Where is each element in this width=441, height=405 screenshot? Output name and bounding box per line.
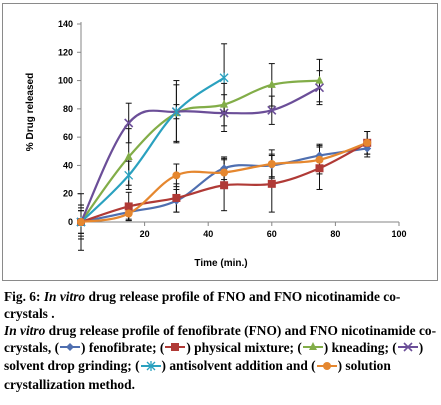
legend-text-kneading: kneading; xyxy=(331,340,389,355)
legend-swatch-antisolvent-addition xyxy=(140,359,162,376)
legend-text-solution-crystallization: solution crystallization method. xyxy=(4,358,391,392)
y-tick-label: 0 xyxy=(68,217,73,227)
x-axis-title: Time (min.) xyxy=(194,258,247,269)
legend-text-physical-mixture: physical mixture; xyxy=(194,340,294,355)
x-stroke xyxy=(403,342,413,352)
data-point-5 xyxy=(172,171,181,180)
data-point-5 xyxy=(124,209,133,218)
data-point-5 xyxy=(267,160,276,169)
data-point-5 xyxy=(315,155,324,164)
axes: 0 20 40 60 80 100 120 140 20 40 60 80 100 xyxy=(58,19,407,239)
x-tick-label: 60 xyxy=(267,229,277,239)
caption-title: Fig. 6: In vitro drug release profile of… xyxy=(4,288,437,322)
y-tick-label: 80 xyxy=(63,104,73,114)
series-markers xyxy=(76,72,372,227)
data-point-1 xyxy=(267,179,276,188)
desc-main: drug release profile of fenofibrate (FNO… xyxy=(4,323,437,355)
legend-text-fenofibrate: fenofibrate; xyxy=(88,340,157,355)
legend-swatch-graphic xyxy=(60,343,81,352)
y-tick-label: 120 xyxy=(58,47,73,57)
data-point-5 xyxy=(363,138,372,147)
y-tick-label: 140 xyxy=(58,19,73,29)
desc-italic: In vitro xyxy=(4,323,46,338)
data-point-3 xyxy=(267,105,277,115)
release-profile-chart: 0 20 40 60 80 100 120 140 20 40 60 80 100 Time (min.… xyxy=(25,19,407,269)
y-tick-label: 40 xyxy=(63,160,73,170)
data-point-1 xyxy=(172,193,181,202)
data-point-2 xyxy=(315,75,324,84)
legend-text-antisolvent-addition: antisolvent addition and xyxy=(169,358,308,374)
x-stroke xyxy=(267,105,277,115)
x-stroke xyxy=(124,118,134,128)
y-tick-label: 20 xyxy=(63,189,73,199)
data-point-2 xyxy=(124,151,133,160)
legend-swatch-graphic xyxy=(302,342,323,351)
legend-swatch-solution-crystallization xyxy=(316,359,338,376)
data-point-5 xyxy=(77,218,85,226)
y-tick-label: 100 xyxy=(58,76,73,86)
y-tick-label: 60 xyxy=(63,132,73,142)
caption-description: In vitro drug release profile of fenofib… xyxy=(4,323,437,392)
data-point-2 xyxy=(220,99,229,108)
fig-title-italic: In vitro xyxy=(43,289,86,304)
legend-swatch-marker xyxy=(403,342,413,352)
data-point-4 xyxy=(124,170,134,181)
fig-label: Fig. 6: xyxy=(4,289,41,304)
legend-swatch-solvent-drop-grinding xyxy=(397,340,419,357)
data-point-4 xyxy=(171,106,181,117)
x-tick-label: 80 xyxy=(330,229,340,239)
x-stroke xyxy=(314,83,325,93)
chart-frame: 0 20 40 60 80 100 120 140 20 40 60 80 100 Time (min.… xyxy=(2,3,438,281)
legend-swatch-marker xyxy=(146,360,156,371)
data-point-5 xyxy=(220,168,229,177)
data-point-4 xyxy=(219,72,229,83)
series-line-4 xyxy=(80,76,225,223)
x-stroke xyxy=(219,108,229,118)
fig-title-rest: drug release profile of FNO and FNO nico… xyxy=(4,289,401,321)
legend-swatch-kneading xyxy=(302,340,324,357)
legend-swatch-graphic xyxy=(165,343,186,352)
legend-text-solvent-drop-grinding: solvent drop grinding; xyxy=(4,358,132,374)
x-tick-label: 100 xyxy=(391,229,406,239)
data-point-1 xyxy=(220,181,229,190)
data-point-2 xyxy=(267,79,276,88)
legend-swatch-graphic xyxy=(316,361,337,370)
legend-swatch-marker xyxy=(322,361,331,370)
data-point-1 xyxy=(315,164,324,173)
x-tick-label: 40 xyxy=(203,229,213,239)
data-point-3 xyxy=(314,83,325,93)
data-point-3 xyxy=(219,108,229,118)
y-axis-title: % Drug released xyxy=(25,73,36,151)
legend-swatch-physical-mixture xyxy=(164,340,186,357)
legend-swatch-marker xyxy=(308,342,317,351)
data-point-1 xyxy=(124,202,133,211)
legend-swatch-marker xyxy=(66,343,75,352)
x-tick-label: 20 xyxy=(140,229,150,239)
legend-swatch-fenofibrate xyxy=(59,340,81,357)
legend-swatch-graphic xyxy=(397,342,418,352)
legend-swatch-graphic xyxy=(140,360,161,371)
series-line-2 xyxy=(80,79,320,223)
figure-caption: Fig. 6: In vitro drug release profile of… xyxy=(4,288,437,393)
legend-swatch-marker xyxy=(171,343,180,352)
data-point-3 xyxy=(124,118,134,128)
